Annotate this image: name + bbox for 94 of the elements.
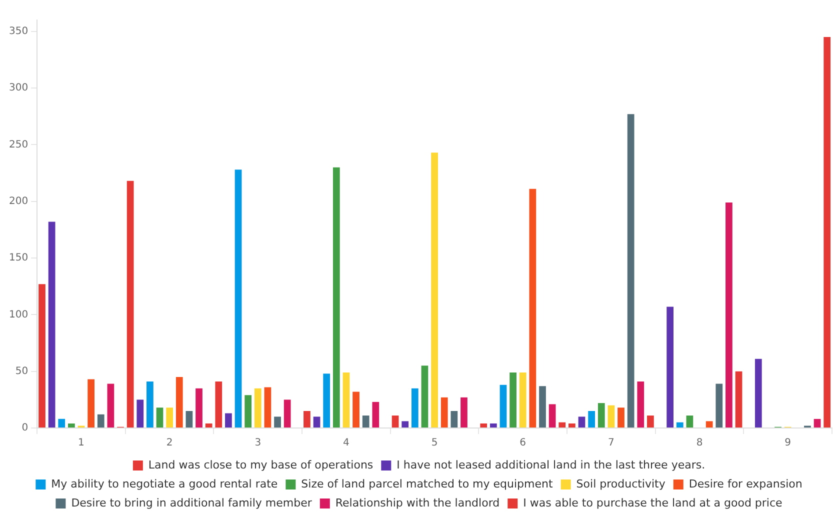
bar — [490, 423, 497, 428]
legend-label: My ability to negotiate a good rental rate — [51, 477, 278, 490]
bar — [254, 388, 262, 428]
bar — [342, 372, 350, 428]
bar — [548, 404, 556, 428]
bar — [588, 411, 595, 428]
bar — [618, 408, 624, 428]
bar — [225, 413, 232, 428]
bar — [440, 397, 448, 428]
bar — [126, 180, 134, 428]
bar — [196, 388, 202, 428]
legend-label: Soil productivity — [576, 477, 666, 490]
x-tick-label: 7 — [608, 438, 614, 449]
bar — [264, 387, 272, 428]
bar — [666, 306, 674, 428]
bar — [529, 188, 536, 428]
x-tick-label: 4 — [343, 438, 350, 449]
bar — [539, 386, 546, 428]
bar — [88, 379, 94, 428]
bar — [824, 37, 831, 428]
bar — [411, 388, 418, 428]
bar — [48, 222, 56, 428]
bar — [156, 408, 164, 428]
bar — [558, 422, 566, 428]
bar — [215, 382, 222, 428]
x-tick-label: 9 — [784, 438, 792, 449]
bar — [421, 366, 428, 428]
bar — [510, 372, 516, 428]
bar — [234, 170, 242, 428]
bar — [68, 423, 75, 428]
legend-label: Land was close to my base of operations — [148, 458, 374, 472]
bar — [402, 421, 409, 428]
bar — [284, 400, 291, 428]
x-tick-label: 1 — [78, 438, 84, 449]
bar — [38, 284, 46, 428]
bar — [578, 416, 586, 428]
bar — [519, 372, 526, 428]
bar — [146, 382, 154, 428]
bar — [686, 416, 694, 428]
bar — [392, 416, 399, 428]
bar — [205, 423, 212, 428]
bar — [58, 418, 66, 428]
bar — [637, 382, 644, 428]
legend-label: I was able to purchase the land at a good price — [523, 496, 783, 510]
y-tick-label: 50 — [15, 366, 28, 377]
bar — [431, 152, 438, 428]
bar — [647, 416, 654, 428]
bar — [313, 416, 320, 428]
bar — [274, 416, 281, 428]
bar — [500, 384, 507, 428]
bar — [450, 411, 458, 428]
x-tick-label: 5 — [431, 438, 438, 449]
bar — [323, 374, 330, 428]
bar — [754, 358, 762, 428]
y-tick-label: 100 — [8, 309, 28, 320]
bar — [726, 202, 732, 428]
bar — [97, 414, 104, 428]
bar — [362, 416, 370, 428]
bar — [136, 400, 144, 428]
bar — [244, 395, 252, 428]
y-tick-label: 0 — [22, 422, 28, 434]
bar — [716, 384, 723, 428]
bar — [176, 377, 183, 428]
x-tick-label: 6 — [520, 438, 526, 449]
x-tick-label: 3 — [254, 438, 262, 449]
bar — [460, 397, 468, 428]
x-tick-label: 2 — [166, 438, 173, 449]
bar — [480, 423, 488, 428]
legend-label: Size of land parcel matched to my equipment — [301, 477, 554, 490]
bar — [107, 384, 114, 428]
y-tick-label: 350 — [8, 26, 28, 37]
bar — [598, 403, 605, 428]
y-tick-label: 200 — [8, 196, 28, 207]
y-tick-label: 300 — [8, 82, 28, 94]
bar — [166, 408, 174, 428]
bar — [814, 418, 821, 428]
legend-label: Desire for expansion — [688, 477, 802, 490]
bar — [627, 114, 634, 428]
bar — [735, 371, 742, 428]
legend-label: Relationship with the landlord — [335, 496, 500, 510]
legend-label: I have not leased additional land in the last three years. — [396, 458, 706, 472]
y-tick-label: 150 — [8, 252, 28, 264]
bar — [304, 411, 310, 428]
bar — [706, 421, 713, 428]
bar — [372, 402, 380, 428]
bar — [352, 392, 360, 428]
x-tick-label: 8 — [696, 438, 703, 449]
bar — [608, 405, 615, 428]
bar — [186, 411, 193, 428]
legend-label: Desire to bring in additional family member — [71, 496, 312, 510]
bar — [332, 167, 340, 428]
bar — [568, 423, 576, 428]
y-tick-label: 250 — [8, 139, 28, 150]
bar — [676, 422, 684, 428]
